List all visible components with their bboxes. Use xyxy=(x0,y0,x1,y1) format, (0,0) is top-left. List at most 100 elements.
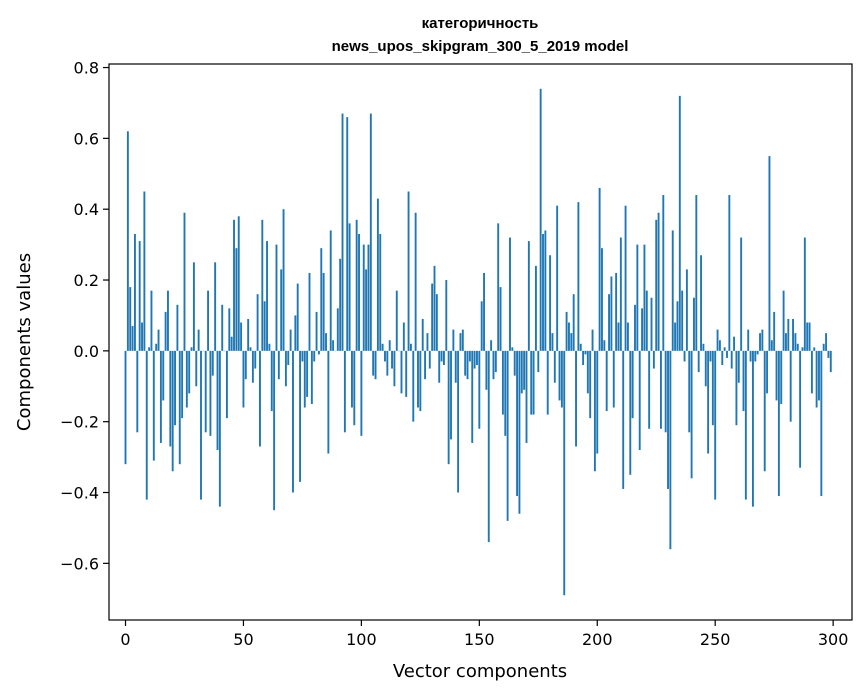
bar-98 xyxy=(355,219,358,351)
bar-27 xyxy=(188,350,191,394)
bar-170 xyxy=(525,350,528,443)
bar-95 xyxy=(348,223,351,351)
bar-62 xyxy=(270,350,273,412)
bar-13 xyxy=(155,343,158,351)
bar-237 xyxy=(683,350,686,362)
bar-218 xyxy=(638,350,641,451)
bar-146 xyxy=(468,350,471,362)
bar-279 xyxy=(782,290,785,351)
bar-96 xyxy=(351,350,353,408)
bar-264 xyxy=(747,329,750,351)
bar-0 xyxy=(124,350,127,465)
bar-183 xyxy=(556,205,559,351)
x-axis-label: Vector components xyxy=(393,661,567,682)
y-tick-label: −0.2 xyxy=(60,413,99,432)
bar-37 xyxy=(211,350,214,376)
bar-252 xyxy=(718,340,721,351)
x-axis-ticks: 0 50 100 150 200 250 300 xyxy=(120,620,848,649)
bar-29 xyxy=(192,262,195,351)
bar-47 xyxy=(235,248,238,351)
bar-107 xyxy=(376,198,379,351)
bar-31 xyxy=(197,329,200,351)
bar-223 xyxy=(650,297,653,351)
bar-81 xyxy=(315,311,318,351)
bar-88 xyxy=(332,340,335,351)
bar-288 xyxy=(803,237,806,351)
chart-title-line-2: news_upos_skipgram_300_5_2019 model xyxy=(332,38,629,55)
bar-163 xyxy=(509,237,511,351)
bar-258 xyxy=(733,336,736,351)
bar-137 xyxy=(447,350,450,465)
bar-12 xyxy=(152,350,155,461)
y-tick-label: 0.6 xyxy=(74,129,99,148)
bar-229 xyxy=(664,350,667,433)
bar-165 xyxy=(513,350,516,376)
bar-244 xyxy=(700,255,702,351)
bar-278 xyxy=(780,350,783,404)
bar-32 xyxy=(200,350,202,500)
bar-291 xyxy=(810,350,813,394)
bar-21 xyxy=(174,350,176,426)
bar-241 xyxy=(693,297,695,351)
bar-205 xyxy=(608,294,610,351)
bar-266 xyxy=(751,350,754,507)
bar-213 xyxy=(626,322,629,351)
bar-280 xyxy=(785,333,787,351)
plot-frame xyxy=(108,63,853,621)
bar-190 xyxy=(572,294,575,351)
bar-236 xyxy=(681,290,684,351)
bar-2 xyxy=(129,287,132,351)
bar-189 xyxy=(570,333,573,351)
bar-130 xyxy=(431,283,434,351)
y-axis-ticks: −0.6 −0.4 −0.2 0.0 0.2 0.4 0.6 0.8 xyxy=(60,59,109,573)
bar-295 xyxy=(820,350,823,497)
bar-142 xyxy=(459,333,462,351)
bar-84 xyxy=(322,272,325,351)
bar-232 xyxy=(671,230,674,351)
bar-123 xyxy=(414,212,417,351)
bar-125 xyxy=(419,350,422,412)
bar-255 xyxy=(726,350,728,358)
bar-143 xyxy=(461,329,464,351)
bar-154 xyxy=(487,350,490,543)
bar-247 xyxy=(707,350,710,454)
bar-145 xyxy=(466,350,469,380)
bar-80 xyxy=(313,350,316,362)
bar-217 xyxy=(636,244,639,351)
bar-36 xyxy=(209,350,212,436)
bar-61 xyxy=(268,343,271,351)
bar-256 xyxy=(728,195,731,351)
bar-156 xyxy=(492,350,495,380)
bar-77 xyxy=(306,350,309,397)
bar-19 xyxy=(169,350,172,447)
bar-185 xyxy=(560,350,563,408)
bar-100 xyxy=(360,350,363,436)
bar-112 xyxy=(388,340,391,351)
bar-83 xyxy=(320,248,323,351)
bar-197 xyxy=(589,350,592,419)
bar-30 xyxy=(195,350,198,387)
bar-208 xyxy=(615,272,618,351)
bar-105 xyxy=(372,350,375,376)
bar-195 xyxy=(584,350,587,355)
bar-41 xyxy=(221,304,224,351)
bar-65 xyxy=(277,350,280,380)
bar-167 xyxy=(518,350,521,514)
bar-35 xyxy=(207,290,210,351)
bar-169 xyxy=(523,350,526,390)
bar-282 xyxy=(789,350,792,422)
bar-294 xyxy=(818,350,820,401)
bar-128 xyxy=(426,333,429,351)
bar-166 xyxy=(516,350,519,497)
bar-68 xyxy=(284,350,287,387)
bar-66 xyxy=(280,269,283,351)
bar-251 xyxy=(716,329,719,351)
bar-265 xyxy=(749,350,752,362)
bar-268 xyxy=(756,350,759,355)
bar-110 xyxy=(384,350,386,362)
bar-203 xyxy=(603,340,606,351)
bar-292 xyxy=(813,347,816,351)
bar-245 xyxy=(702,343,705,351)
bar-11 xyxy=(150,290,153,351)
bar-246 xyxy=(704,350,707,387)
